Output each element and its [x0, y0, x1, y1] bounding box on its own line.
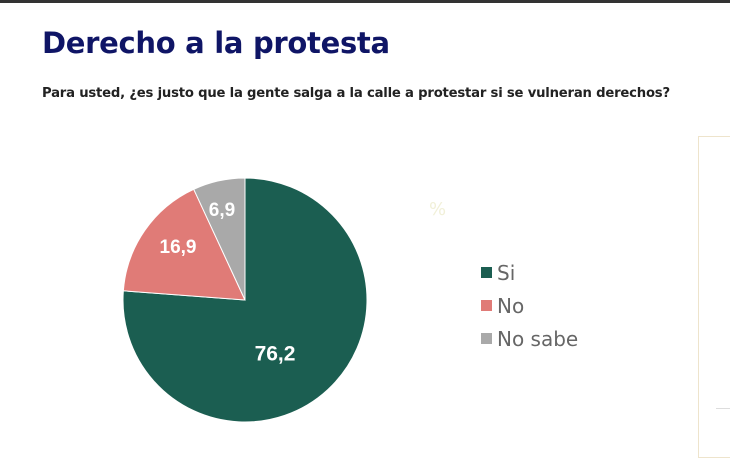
- question-text: Para usted, ¿es justo que la gente salga…: [42, 86, 670, 101]
- legend-item-no: No: [481, 289, 578, 322]
- data-label: 6,9: [209, 200, 235, 221]
- legend-label: Si: [497, 260, 516, 285]
- percent-mark: %: [429, 199, 447, 220]
- pie-slice-no: [122, 188, 246, 301]
- legend-label: No sabe: [497, 326, 579, 351]
- legend-swatch: [481, 267, 492, 278]
- pie-slice-no-sabe: [193, 177, 246, 301]
- legend: Si No No sabe: [481, 256, 578, 355]
- legend-swatch: [481, 300, 492, 311]
- data-label: 76,2: [255, 343, 296, 366]
- legend-item-si: Si: [481, 256, 578, 289]
- top-border: [0, 0, 730, 3]
- divider: [716, 408, 730, 409]
- side-panel-frame: [698, 136, 730, 458]
- data-label: 16,9: [160, 237, 197, 258]
- legend-item-no-sabe: No sabe: [481, 322, 578, 355]
- legend-swatch: [481, 333, 492, 344]
- pie-chart: 76,2 16,9 6,9: [122, 177, 368, 423]
- legend-label: No: [497, 293, 525, 318]
- page-title: Derecho a la protesta: [42, 26, 390, 60]
